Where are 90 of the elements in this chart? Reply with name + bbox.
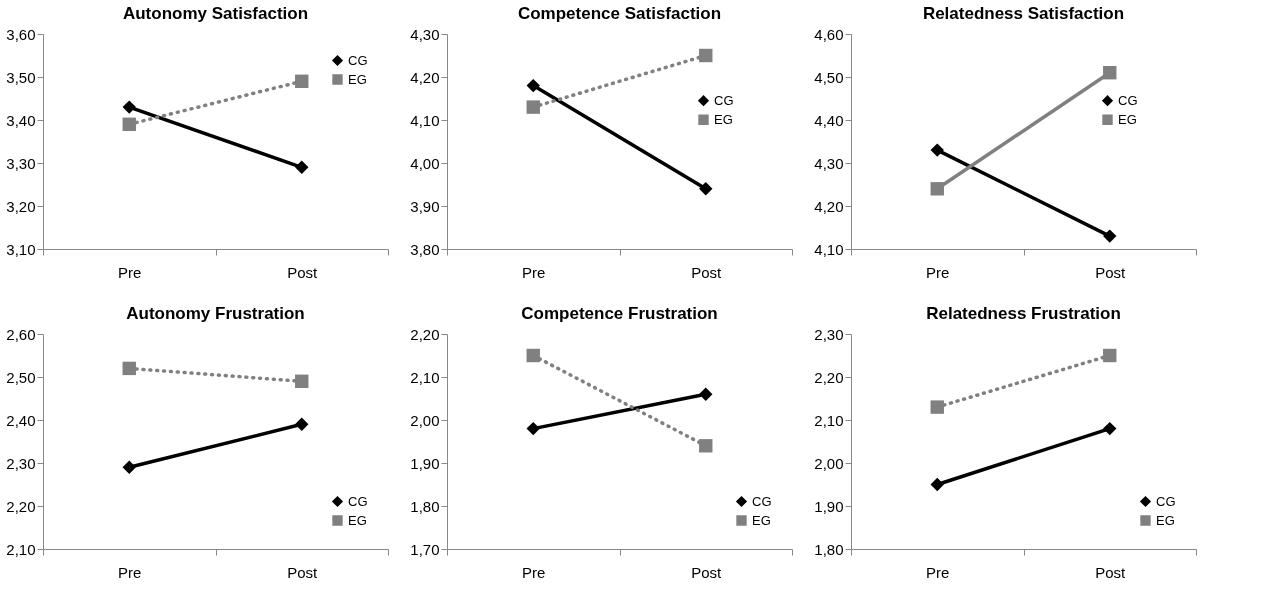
y-tick-label: 3,50 [6,68,36,86]
y-tick-label: 4,10 [814,240,844,258]
chart-title: Autonomy Satisfaction [122,4,309,23]
point [930,182,944,196]
y-tick-label: 2,20 [410,325,440,343]
y-tick-label: 1,80 [814,540,844,558]
x-tick-label: Post [691,563,723,581]
point [526,348,540,363]
y-tick-label: 2,20 [814,368,844,386]
x-tick-label: Pre [118,563,142,581]
chart-title: Autonomy Frustration [126,304,305,323]
point [122,117,136,132]
legend-label: EG [752,512,771,528]
legend-label: CG [1156,493,1176,509]
point [930,143,944,157]
point [526,78,540,93]
legend-label: EG [348,71,367,87]
y-tick-label: 4,60 [814,25,844,43]
chart-title: Competence Frustration [521,304,718,323]
y-tick-label: 4,20 [410,68,440,86]
point [122,100,136,114]
legend-label: CG [1118,92,1138,108]
y-tick-label: 2,50 [6,368,36,386]
y-tick-label: 4,30 [410,25,440,43]
point [1103,229,1117,243]
legend-label: EG [714,111,733,127]
legend-label: EG [1156,512,1175,528]
y-tick-label: 4,10 [410,111,440,129]
legend-label: EG [348,512,367,528]
legend-label: CG [752,493,772,509]
point [930,400,944,414]
y-tick-label: 2,60 [6,325,36,343]
point [699,182,713,196]
y-tick-label: 2,20 [6,497,36,515]
legend-label: CG [348,52,368,68]
x-tick-label: Post [691,263,723,281]
x-tick-label: Pre [926,563,950,581]
y-tick-label: 3,30 [6,154,36,172]
point [699,48,713,63]
point [699,439,713,453]
chart-title: Competence Satisfaction [517,4,722,23]
y-tick-label: 2,10 [6,540,36,558]
y-tick-label: 3,10 [6,240,36,258]
y-tick-label: 1,90 [410,454,440,472]
point [295,74,309,89]
x-tick-label: Pre [522,263,546,281]
y-tick-label: 4,40 [814,111,844,129]
y-tick-label: 2,30 [6,454,36,472]
legend-label: CG [714,92,734,108]
legend-label: EG [1118,111,1137,127]
point [526,421,540,436]
y-tick-label: 3,90 [410,197,440,215]
x-tick-label: Post [1095,563,1127,581]
y-tick-label: 2,30 [814,325,844,343]
y-tick-label: 2,10 [814,411,844,429]
chart-title: Relatedness Frustration [926,304,1121,323]
point [295,417,309,432]
y-tick-label: 2,10 [410,368,440,386]
x-tick-label: Pre [522,563,546,581]
y-tick-label: 3,80 [410,240,440,258]
y-tick-label: 1,90 [814,497,844,515]
x-tick-label: Pre [118,263,142,281]
point [699,387,713,401]
x-tick-label: Post [287,263,319,281]
y-tick-label: 4,30 [814,154,844,172]
point [295,160,309,175]
y-tick-label: 4,50 [814,68,844,86]
y-tick-label: 3,60 [6,25,36,43]
point [1103,65,1117,80]
point [930,477,944,492]
y-tick-label: 1,70 [410,540,440,558]
y-tick-label: 4,20 [814,197,844,215]
x-tick-label: Pre [926,263,950,281]
point [295,374,309,389]
point [1103,348,1117,363]
point [122,460,136,475]
y-tick-label: 1,80 [410,497,440,515]
x-tick-label: Post [1095,263,1127,281]
y-tick-label: 4,00 [410,154,440,172]
y-tick-label: 3,20 [6,197,36,215]
point [1103,421,1117,436]
legend-label: CG [348,493,368,509]
y-tick-label: 3,40 [6,111,36,129]
point [122,361,136,376]
y-tick-label: 2,00 [814,454,844,472]
y-tick-label: 2,40 [6,411,36,429]
x-tick-label: Post [287,563,319,581]
chart-title: Relatedness Satisfaction [922,4,1125,23]
point [526,100,540,114]
y-tick-label: 2,00 [410,411,440,429]
